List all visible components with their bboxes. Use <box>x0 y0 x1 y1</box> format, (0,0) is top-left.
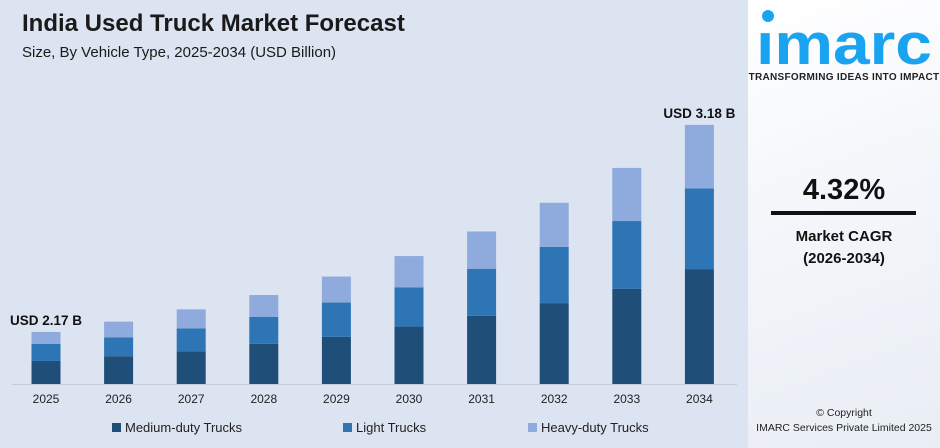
chart-subtitle: Size, By Vehicle Type, 2025-2034 (USD Bi… <box>22 44 337 61</box>
bar-light-trucks-2031 <box>467 268 497 316</box>
tagline: TRANSFORMING IDEAS INTO IMPACT <box>748 72 940 83</box>
bar-heavy-duty-trucks-2034 <box>684 124 714 189</box>
bar-light-trucks-2029 <box>321 302 351 337</box>
bar-light-trucks-2028 <box>249 316 279 344</box>
bar-light-trucks-2034 <box>684 188 714 270</box>
bar-medium-duty-trucks-2028 <box>249 343 279 384</box>
bar-heavy-duty-trucks-2029 <box>321 276 351 303</box>
bar-heavy-duty-trucks-2025 <box>31 331 61 344</box>
bar-heavy-duty-trucks-2027 <box>176 309 206 329</box>
legend-item: Medium-duty Trucks <box>112 420 242 435</box>
stacked-bar-chart: 2025 2026 2027 2028 2029 2030 2031 2032 2033 2034… <box>10 106 737 406</box>
x-tick-label: 2027 <box>178 392 205 406</box>
bar-light-trucks-2033 <box>612 221 642 289</box>
x-tick-label: 2025 <box>33 392 60 406</box>
legend-swatch <box>528 423 537 432</box>
x-tick-label: 2028 <box>250 392 277 406</box>
company-name: IMARC Services Private Limited 2025 <box>756 422 932 434</box>
x-tick-label: 2031 <box>468 392 495 406</box>
cagr-value: 4.32% <box>802 174 886 206</box>
chart-title: India Used Truck Market Forecast <box>22 10 405 37</box>
imarc-logo: ımarc <box>756 10 932 68</box>
bar-medium-duty-trucks-2027 <box>176 351 206 384</box>
bar-medium-duty-trucks-2031 <box>467 315 497 384</box>
bar-heavy-duty-trucks-2028 <box>249 295 279 317</box>
bar-heavy-duty-trucks-2033 <box>612 167 642 222</box>
divider <box>771 211 916 215</box>
bar-light-trucks-2032 <box>539 246 569 304</box>
bar-light-trucks-2025 <box>31 343 61 361</box>
bar-light-trucks-2026 <box>104 337 134 357</box>
bar-heavy-duty-trucks-2032 <box>539 202 569 247</box>
bar-medium-duty-trucks-2030 <box>394 326 424 384</box>
cagr-period: (2026-2034) <box>803 250 885 267</box>
x-tick-label: 2026 <box>105 392 132 406</box>
svg-text:ımarc: ımarc <box>756 12 932 68</box>
legend-item: Light Trucks <box>343 420 426 435</box>
bar-medium-duty-trucks-2034 <box>684 269 714 384</box>
bar-medium-duty-trucks-2033 <box>612 288 642 384</box>
bar-heavy-duty-trucks-2031 <box>467 231 497 269</box>
x-tick-label: 2030 <box>396 392 423 406</box>
side-panel: ımarc TRANSFORMING IDEAS INTO IMPACT 4.3… <box>748 0 940 448</box>
legend-item: Heavy-duty Trucks <box>528 420 649 435</box>
bar-light-trucks-2027 <box>176 328 206 352</box>
bar-medium-duty-trucks-2026 <box>104 356 134 384</box>
x-tick-label: 2029 <box>323 392 350 406</box>
x-tick-label: 2032 <box>541 392 568 406</box>
data-label: USD 3.18 B <box>663 106 735 121</box>
chart-area: India Used Truck Market Forecast Size, B… <box>10 10 737 435</box>
x-tick-label: 2033 <box>613 392 640 406</box>
bar-light-trucks-2030 <box>394 287 424 327</box>
bar-medium-duty-trucks-2032 <box>539 303 569 384</box>
bar-heavy-duty-trucks-2026 <box>104 321 134 338</box>
copyright: © Copyright IMARC Services Private Limit… <box>748 406 940 436</box>
legend-swatch <box>343 423 352 432</box>
legend-label: Light Trucks <box>356 420 427 435</box>
bar-medium-duty-trucks-2029 <box>321 336 351 384</box>
cagr-label-text: Market CAGR <box>795 228 893 245</box>
bar-medium-duty-trucks-2025 <box>31 360 61 384</box>
copyright-text: © Copyright <box>816 407 872 419</box>
cagr-label: Market CAGR (2026-2034) <box>748 226 940 270</box>
legend-label: Heavy-duty Trucks <box>541 420 649 435</box>
data-label: USD 2.17 B <box>10 313 82 328</box>
legend-swatch <box>112 423 121 432</box>
legend-label: Medium-duty Trucks <box>125 420 243 435</box>
bar-heavy-duty-trucks-2030 <box>394 256 424 288</box>
x-tick-label: 2034 <box>686 392 713 406</box>
